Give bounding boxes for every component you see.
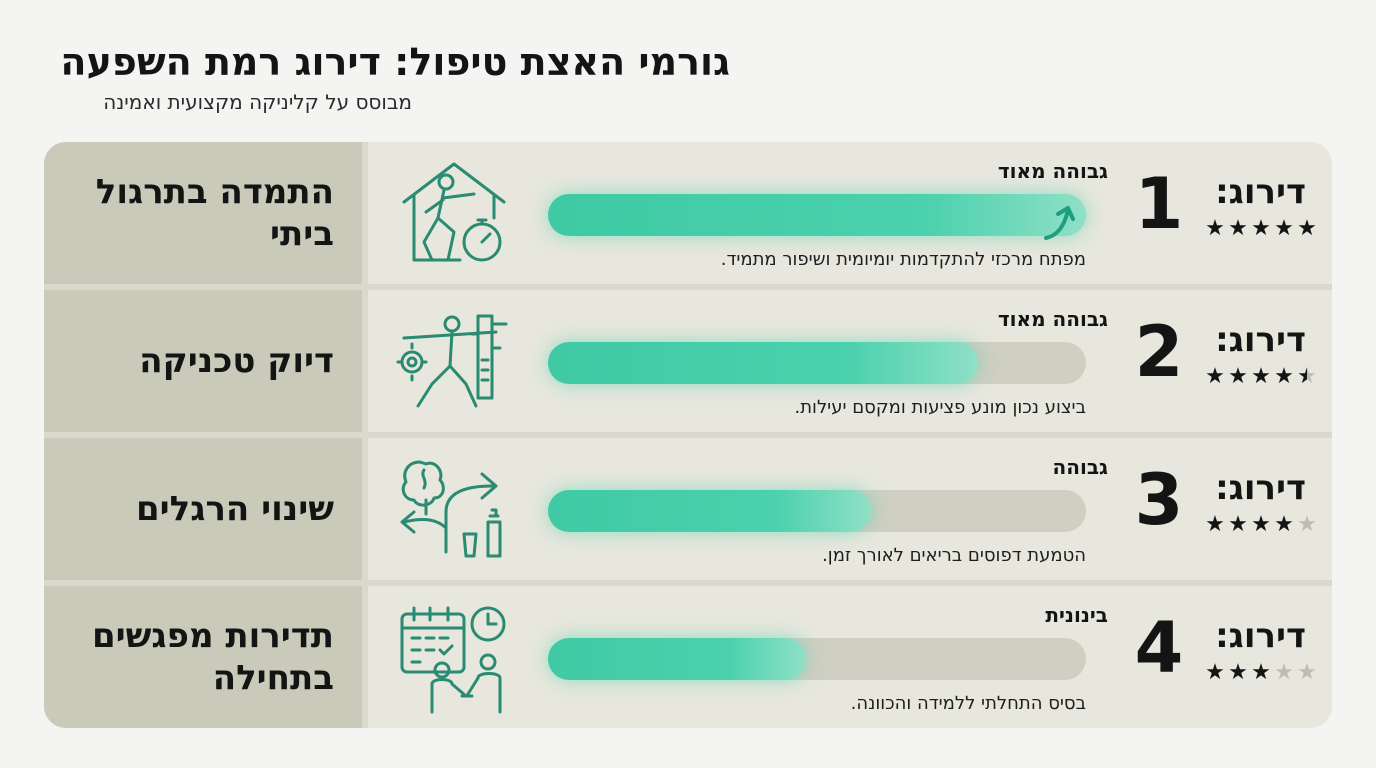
calendar-clock-meeting-icon xyxy=(400,606,506,714)
star-icon: ★ xyxy=(1205,660,1225,685)
trend-up-arrow-icon xyxy=(1044,206,1075,240)
ranking-row-3: שינוי הרגלים גבוהה הטמעת דפוסים בריאים ל… xyxy=(44,438,1332,580)
content-cell: גבוהה הטמעת דפוסים בריאים לאורך זמן. דיר… xyxy=(368,438,1332,580)
impact-bar-fill xyxy=(548,194,1086,236)
content-cell: גבוהה מאוד ביצוע נכון מונע פציעות ומקסם … xyxy=(368,290,1332,432)
content-cell: בינונית בסיס התחלתי ללמידה והכוונה. דירו… xyxy=(368,586,1332,728)
impact-description: בסיס התחלתי ללמידה והכוונה. xyxy=(850,693,1086,714)
factor-cell: שינוי הרגלים xyxy=(44,438,362,580)
ranking-row-2: דיוק טכניקה גבוהה מאוד ביצוע נכון מונע פ… xyxy=(44,290,1332,432)
star-rating: ★ ★ ★ ★ ★ xyxy=(1204,514,1324,536)
impact-bar-fill xyxy=(548,638,807,680)
impact-bar-fill xyxy=(548,342,979,384)
impact-level: בינונית xyxy=(1045,603,1108,627)
factor-cell: דיוק טכניקה xyxy=(44,290,362,432)
rank-label: דירוג: xyxy=(1215,172,1306,212)
home-exercise-stopwatch-icon xyxy=(402,162,506,262)
rank-label: דירוג: xyxy=(1215,616,1306,656)
factor-name: תדירות מפגשים בתחילה xyxy=(91,616,334,698)
star-icon: ★ xyxy=(1251,216,1271,241)
star-icon: ★ xyxy=(1205,512,1225,537)
factor-name: דיוק טכניקה xyxy=(139,341,334,381)
brain-habit-change-icon xyxy=(400,460,502,558)
rank-number: 4 xyxy=(1134,607,1184,689)
page-title: גורמי האצת טיפול: דירוג רמת השפעה xyxy=(60,40,730,84)
impact-level: גבוהה xyxy=(1052,455,1108,479)
star-rating: ★ ★ ★ ★ ★ xyxy=(1204,366,1324,388)
ranking-panel: התמדה בתרגול ביתי גבוהה מאוד xyxy=(44,142,1332,728)
star-icon: ★ xyxy=(1228,216,1248,241)
impact-bar-track xyxy=(548,638,1086,680)
impact-bar-track xyxy=(548,342,1086,384)
impact-bar-track xyxy=(548,490,1086,532)
factor-name: התמדה בתרגול ביתי xyxy=(95,172,334,254)
star-rating: ★ ★ ★ ★ ★ xyxy=(1204,662,1324,684)
star-icon: ★ xyxy=(1205,216,1225,241)
star-icon: ★ xyxy=(1274,216,1294,241)
star-icon: ★ xyxy=(1274,512,1294,537)
ranking-row-1: התמדה בתרגול ביתי גבוהה מאוד xyxy=(44,142,1332,284)
content-cell: גבוהה מאוד מפתח מרכזי להתקדמות יומיומית … xyxy=(368,142,1332,284)
impact-level: גבוהה מאוד xyxy=(997,159,1108,183)
star-icon: ★ xyxy=(1251,660,1271,685)
star-icon: ★ xyxy=(1205,364,1225,389)
page-subtitle: מבוסס על קליניקה מקצועית ואמינה xyxy=(103,90,412,114)
star-icon: ★ xyxy=(1228,364,1248,389)
ranking-row-4: תדירות מפגשים בתחילה בינונית בסיס xyxy=(44,586,1332,728)
rank-number: 1 xyxy=(1134,163,1184,245)
star-icon: ★ xyxy=(1274,364,1294,389)
impact-description: מפתח מרכזי להתקדמות יומיומית ושיפור מתמי… xyxy=(720,249,1086,270)
star-icon: ★ xyxy=(1297,364,1317,389)
rank-label: דירוג: xyxy=(1215,320,1306,360)
impact-description: הטמעת דפוסים בריאים לאורך זמן. xyxy=(822,545,1086,566)
impact-description: ביצוע נכון מונע פציעות ומקסם יעילות. xyxy=(794,397,1086,418)
star-icon: ★ xyxy=(1274,660,1294,685)
rank-label: דירוג: xyxy=(1215,468,1306,508)
star-icon: ★ xyxy=(1297,660,1317,685)
star-icon: ★ xyxy=(1297,512,1317,537)
factor-cell: תדירות מפגשים בתחילה xyxy=(44,586,362,728)
rank-number: 3 xyxy=(1134,459,1184,541)
star-rating: ★ ★ ★ ★ ★ xyxy=(1204,218,1324,240)
star-icon: ★ xyxy=(1228,512,1248,537)
star-icon: ★ xyxy=(1228,660,1248,685)
factor-cell: התמדה בתרגול ביתי xyxy=(44,142,362,284)
star-icon: ★ xyxy=(1251,364,1271,389)
precision-posture-caliper-icon xyxy=(396,314,508,408)
impact-bar-fill xyxy=(548,490,871,532)
impact-level: גבוהה מאוד xyxy=(997,307,1108,331)
factor-name: שינוי הרגלים xyxy=(136,489,334,529)
impact-bar-track xyxy=(548,194,1086,240)
star-icon: ★ xyxy=(1297,216,1317,241)
rank-number: 2 xyxy=(1134,311,1184,393)
star-icon: ★ xyxy=(1251,512,1271,537)
